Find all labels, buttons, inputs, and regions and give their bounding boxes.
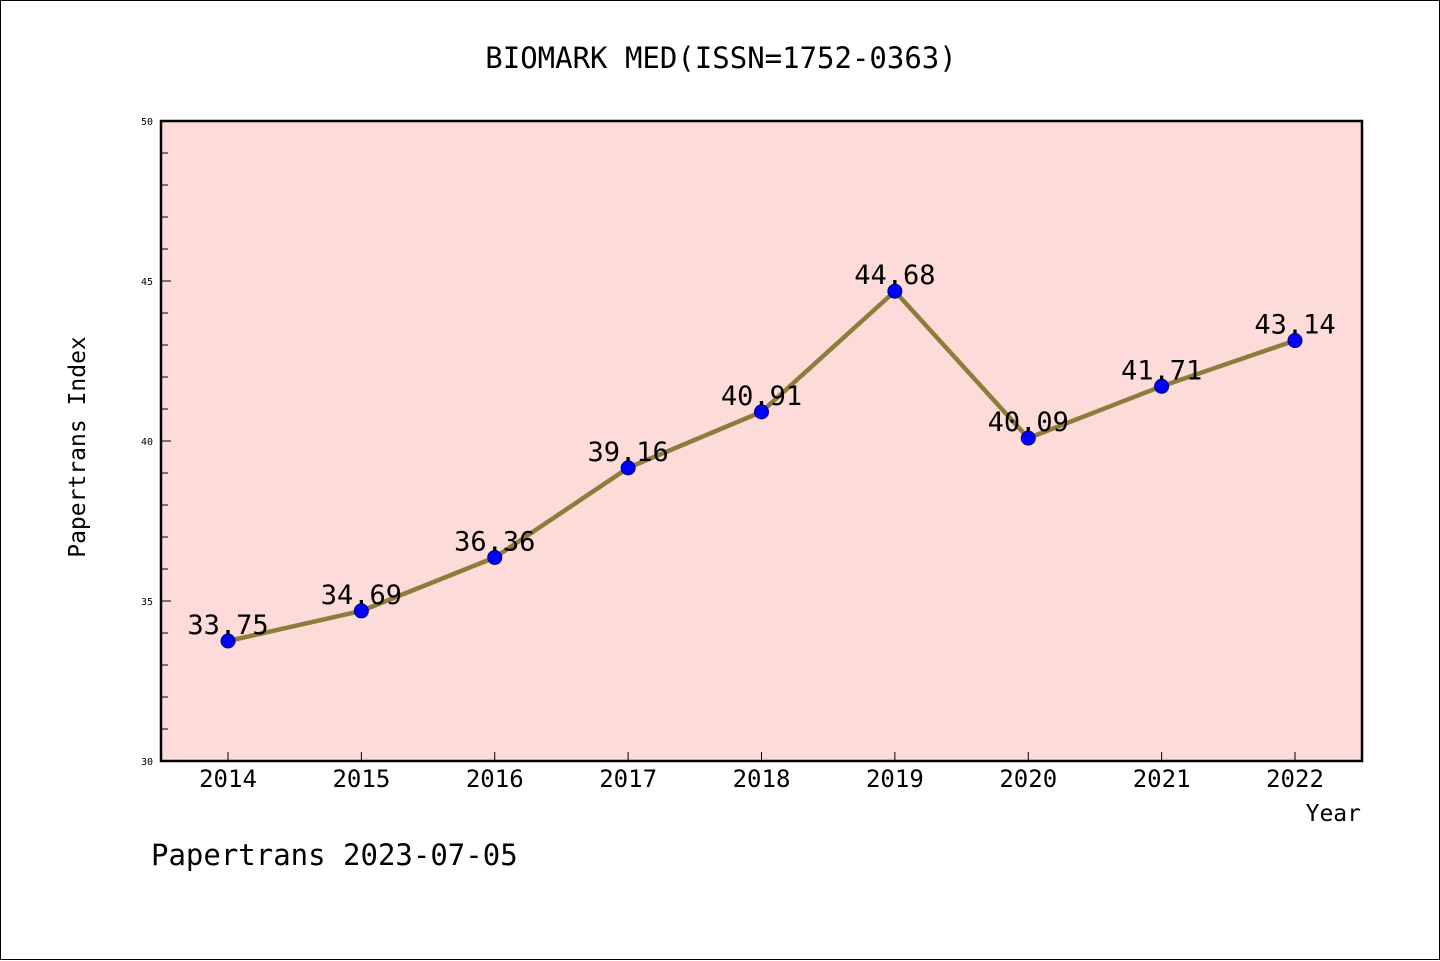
y-tick-label: 45 <box>141 277 153 288</box>
x-tick-label: 2022 <box>1266 765 1324 793</box>
y-tick-label: 40 <box>141 437 153 448</box>
data-point-2016 <box>487 549 503 565</box>
footer-date-stamp: Papertrans 2023-07-05 <box>151 838 518 872</box>
plot-area <box>159 119 1364 763</box>
y-tick-label: 35 <box>141 597 153 608</box>
data-point-2019 <box>887 283 903 299</box>
data-point-2021 <box>1154 378 1170 394</box>
data-label-2017: 39.16 <box>587 437 668 468</box>
data-label-2016: 36.36 <box>454 526 535 557</box>
x-tick-label: 2015 <box>332 765 390 793</box>
x-tick-label: 2020 <box>999 765 1057 793</box>
data-point-2018 <box>754 404 769 420</box>
x-tick-label: 2021 <box>1133 765 1191 793</box>
data-label-2021: 41.71 <box>1121 355 1202 386</box>
x-tick-label: 2014 <box>199 765 257 793</box>
x-tick-label: 2019 <box>866 765 924 793</box>
data-label-2019: 44.68 <box>854 260 935 291</box>
data-label-2018: 40.91 <box>721 381 802 412</box>
data-point-2020 <box>1020 430 1036 446</box>
y-axis: 30 35 40 45 50 <box>141 117 171 768</box>
y-axis-label: Papertrans Index <box>65 336 91 558</box>
x-axis: 2014 2015 2016 2017 2018 2019 2020 2021 2022 <box>199 752 1324 793</box>
data-point-2022 <box>1287 333 1303 349</box>
data-label-2015: 34.69 <box>321 580 402 611</box>
x-tick-label: 2018 <box>733 765 791 793</box>
series-layer: 33.75 34.69 36.36 39.16 40.91 44.68 40.09 41.71… <box>187 260 1336 649</box>
data-label-2014: 33.75 <box>187 610 268 641</box>
data-point-2014 <box>220 633 236 649</box>
x-tick-label: 2017 <box>599 765 657 793</box>
y-tick-label: 30 <box>141 757 153 768</box>
data-label-2022: 43.14 <box>1254 310 1335 341</box>
chart-title: BIOMARK MED(ISSN=1752-0363) <box>485 41 956 75</box>
x-tick-label: 2016 <box>466 765 524 793</box>
data-point-2015 <box>353 603 369 619</box>
data-label-2020: 40.09 <box>988 407 1069 438</box>
data-point-2017 <box>620 460 636 476</box>
x-axis-label: Year <box>1306 801 1361 827</box>
y-tick-label: 50 <box>141 117 153 128</box>
